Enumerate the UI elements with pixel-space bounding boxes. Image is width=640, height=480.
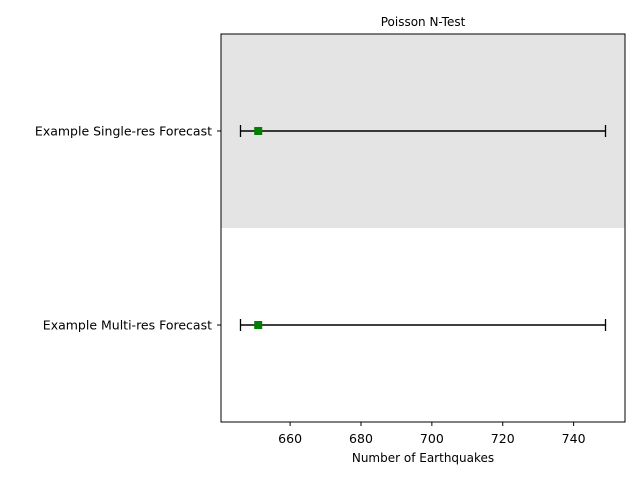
marks-layer — [239, 125, 607, 331]
observed-marker — [254, 127, 263, 135]
x-tick-label: 700 — [420, 431, 444, 446]
y-axis: Example Single-res Forecast Example Multi… — [35, 124, 221, 333]
plot-frame — [220, 33, 626, 423]
y-tick-label: Example Multi-res Forecast — [43, 318, 212, 333]
y-tick-label: Example Single-res Forecast — [35, 124, 212, 139]
x-tick-label: 740 — [562, 431, 586, 446]
x-tick-label: 720 — [491, 431, 515, 446]
x-axis-label: Number of Earthquakes — [352, 451, 494, 465]
chart-title: Poisson N-Test — [381, 15, 466, 29]
x-tick-label: 660 — [278, 431, 302, 446]
observed-marker — [254, 321, 263, 329]
x-axis: 660 680 700 720 740 — [278, 422, 586, 446]
x-tick-label: 680 — [349, 431, 373, 446]
